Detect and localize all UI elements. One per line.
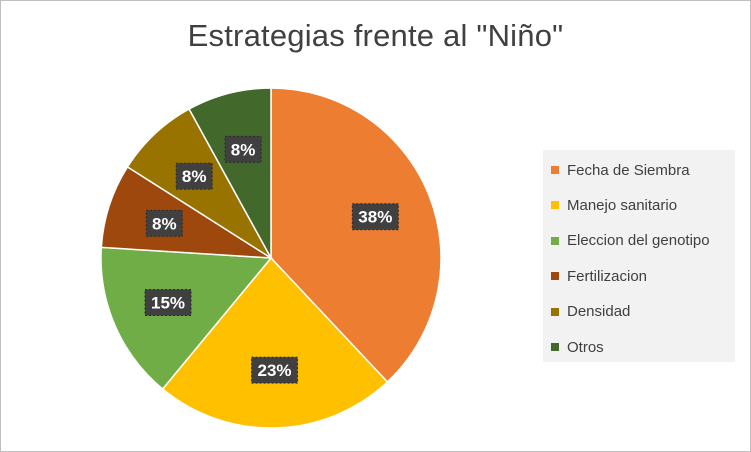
pie-slice-eleccion-del-genotipo xyxy=(100,246,273,391)
legend-label: Fecha de Siembra xyxy=(567,161,690,179)
legend-item-densidad: Densidad xyxy=(551,301,630,323)
legend-swatch xyxy=(551,201,559,210)
legend-swatch xyxy=(551,343,559,351)
legend-label: Manejo sanitario xyxy=(567,196,678,214)
data-label-otros: 8% xyxy=(224,135,262,163)
legend-swatch xyxy=(551,307,559,316)
pie-slice-otros xyxy=(188,87,272,259)
legend-swatch xyxy=(551,272,559,281)
legend-item-manejo-sanitario: Manejo sanitario xyxy=(551,194,677,216)
pie-slice-fecha-de-siembra xyxy=(270,87,442,383)
data-label-fertilizacion: 8% xyxy=(145,209,183,237)
legend-swatch xyxy=(551,166,559,174)
legend-item-fertilizacion: Fertilizacion xyxy=(551,265,647,287)
svg-text:8%: 8% xyxy=(152,214,177,233)
legend-label: Fertilizacion xyxy=(567,267,648,285)
pie-slice-manejo-sanitario xyxy=(161,256,389,429)
legend-label: Densidad xyxy=(567,303,631,321)
legend-swatch xyxy=(551,236,559,245)
legend-item-fecha-de-siembra: Fecha de Siembra xyxy=(551,159,690,181)
chart-title: Estrategias frente al "Niño" xyxy=(187,18,564,53)
legend-item-otros: Otros xyxy=(551,336,604,358)
data-label-manejo-sanitario: 23% xyxy=(251,356,299,384)
svg-text:8%: 8% xyxy=(231,140,256,159)
svg-text:15%: 15% xyxy=(151,294,185,313)
svg-text:8%: 8% xyxy=(182,167,207,186)
chart-legend: Fecha de Siembra Manejo sanitario Eleccion… xyxy=(543,150,735,362)
svg-text:23%: 23% xyxy=(258,361,292,380)
svg-text:38%: 38% xyxy=(358,208,392,227)
data-label-fecha-de-siembra: 38% xyxy=(351,203,399,231)
legend-label: Otros xyxy=(567,338,604,356)
legend-item-eleccion-del-genotipo: Eleccion del genotipo xyxy=(551,230,710,252)
data-label-eleccion-del-genotipo: 15% xyxy=(144,289,192,317)
data-label-densidad: 8% xyxy=(175,162,213,190)
legend-label: Eleccion del genotipo xyxy=(567,232,710,250)
